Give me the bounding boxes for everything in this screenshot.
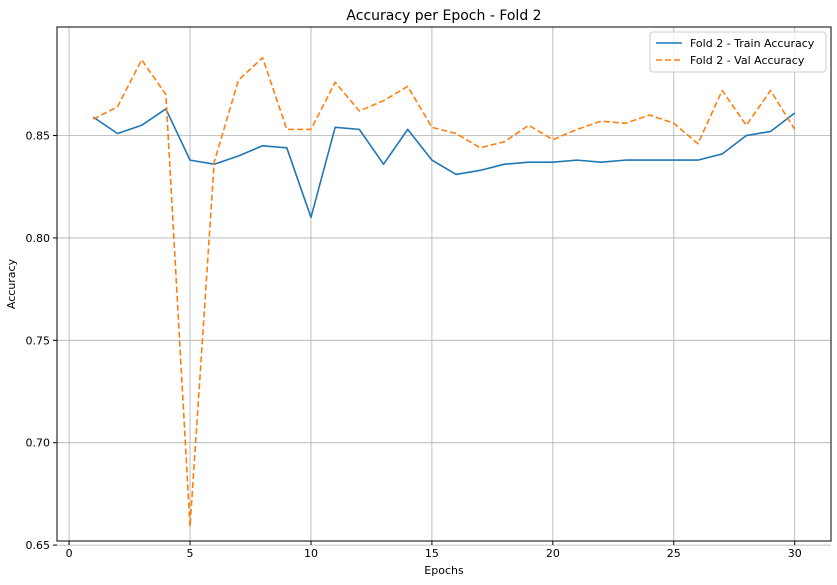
- series-lines: [92, 56, 796, 528]
- x-axis-label: Epochs: [424, 564, 464, 577]
- legend-box: [649, 31, 827, 73]
- y-tick-label: 0.80: [26, 232, 51, 245]
- chart-title: Accuracy per Epoch - Fold 2: [346, 8, 541, 24]
- x-ticks: 0 5 10 15 20 25 30: [66, 541, 802, 560]
- y-ticks: 0.65 0.70 0.75 0.80 0.85: [26, 130, 57, 552]
- x-tick-label: 15: [425, 547, 439, 560]
- x-tick-label: 0: [66, 547, 73, 560]
- x-tick-label: 5: [187, 547, 194, 560]
- legend-label-train: Fold 2 - Train Accuracy: [690, 37, 815, 50]
- y-tick-label: 0.70: [26, 437, 51, 450]
- series-line-train-accuracy: [92, 108, 796, 219]
- x-tick-label: 25: [667, 547, 681, 560]
- y-axis-label: Accuracy: [5, 258, 18, 309]
- legend-label-val: Fold 2 - Val Accuracy: [690, 54, 805, 67]
- grid-lines: [57, 27, 831, 546]
- legend: Fold 2 - Train Accuracy Fold 2 - Val Acc…: [649, 31, 827, 73]
- x-tick-label: 20: [546, 547, 560, 560]
- y-tick-label: 0.65: [26, 539, 51, 552]
- x-tick-label: 10: [304, 547, 318, 560]
- y-tick-label: 0.75: [26, 334, 51, 347]
- y-tick-label: 0.85: [26, 130, 51, 143]
- x-tick-label: 30: [788, 547, 802, 560]
- series-line-val-accuracy: [92, 56, 796, 528]
- plot-frame: [56, 26, 832, 542]
